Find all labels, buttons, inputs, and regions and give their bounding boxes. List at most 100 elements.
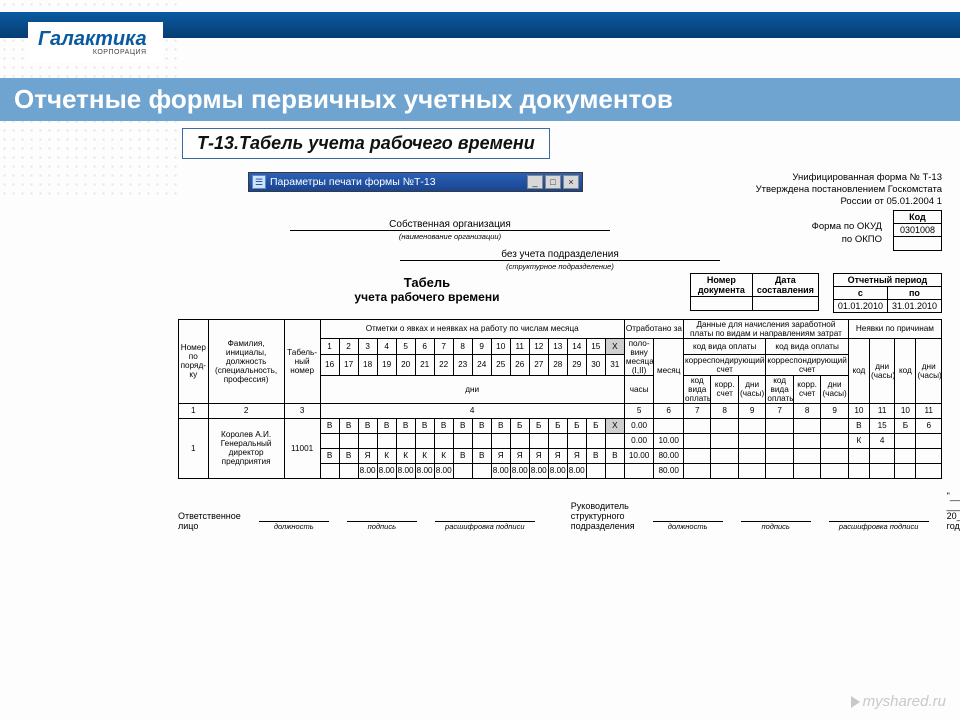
day-hdr: 26 [510,354,529,375]
cap-dec2: расшифровка подписи [839,522,918,531]
cell: 8.00 [529,463,548,478]
cell [396,433,415,448]
day-hdr: 3 [358,338,377,354]
colnum: 11 [869,403,894,418]
h-corr: корреспондирующий счет [684,354,766,375]
cell: Б [510,418,529,433]
okpo-label: по ОКПО [722,234,882,245]
cell: 8.00 [567,463,586,478]
cell [895,448,916,463]
cell [434,433,453,448]
h-tab: Табель-ный номер [284,319,320,403]
doc-title: Табель [178,275,676,290]
signatures: Ответственное лицо должность подпись рас… [178,491,942,531]
day-hdr: 15 [586,338,605,354]
period-from: 01.01.2010 [833,299,887,312]
h6c2: код вида оплаты [766,375,793,403]
emp-tab: 11001 [284,418,320,478]
h-pay: Данные для начисления заработной платы п… [684,319,849,338]
cell [821,433,849,448]
cell: 15 [869,418,894,433]
org-line: Собственная организация (наименование ор… [178,219,722,241]
okud-label: Форма по ОКУД [722,221,882,232]
cell: Я [529,448,548,463]
cell [916,463,942,478]
colnum: 7 [766,403,793,418]
dept-caption: (структурное подразделение) [506,262,614,271]
h-half: поло-вину месяца (I,II) [624,338,654,375]
day-hdr: 12 [529,338,548,354]
h6d: корр. счет [711,375,738,403]
cell [766,433,793,448]
cell [339,433,358,448]
cell: 80.00 [654,448,684,463]
cell: В [491,418,510,433]
cell [358,433,377,448]
max-button[interactable]: □ [545,175,561,189]
cell: К [396,448,415,463]
cell: 8.00 [396,463,415,478]
docnum-hdr: Номер документа [690,273,752,296]
day-hdr: 5 [396,338,415,354]
timesheet-table: Номер по поряд-ку Фамилия, инициалы, дол… [178,319,942,479]
cell [793,448,820,463]
sign-head-label: Руководитель структурного подразделения [571,501,635,531]
cell [916,448,942,463]
cell: Я [548,448,567,463]
h-month: месяц [654,338,684,403]
cell [586,463,605,478]
cell [339,463,358,478]
cell: 10.00 [624,448,654,463]
cell: Б [567,418,586,433]
min-button[interactable]: _ [527,175,543,189]
period-to-hdr: по [887,286,941,299]
cell: В [434,418,453,433]
day-hdr: 10 [491,338,510,354]
cell [711,418,738,433]
h6e: дни (часы) [738,375,765,403]
cell [415,433,434,448]
cell [684,433,711,448]
cell: К [434,448,453,463]
day-hdr: 16 [320,354,339,375]
cell [821,463,849,478]
cell: X [605,418,624,433]
cell: В [605,448,624,463]
cell [766,463,793,478]
cell [738,463,765,478]
h-name: Фамилия, инициалы, должность (специально… [208,319,284,403]
cell: В [358,418,377,433]
day-hdr: 25 [491,354,510,375]
cell: К [848,433,869,448]
cell [548,433,567,448]
day-hdr: 4 [377,338,396,354]
h6c: код вида оплаты [684,375,711,403]
org-caption: (наименование организации) [399,232,501,241]
h-num: Номер по поряд-ку [179,319,209,403]
cell: В [453,448,472,463]
docdate-val [752,296,818,310]
close-button[interactable]: × [563,175,579,189]
cell: Б [548,418,567,433]
cell [586,433,605,448]
period-table: Отчетный период с по 01.01.2010 31.01.20… [833,273,942,313]
day-hdr: 1 [320,338,339,354]
cell: 8.00 [415,463,434,478]
cell [684,448,711,463]
cell: В [586,448,605,463]
cap-sig2: подпись [761,522,789,531]
cap-dec1: расшифровка подписи [445,522,524,531]
cell: 0.00 [624,433,654,448]
cell [529,433,548,448]
emp-num: 1 [179,418,209,478]
cell: К [415,448,434,463]
cell: Б [529,418,548,433]
cell [605,433,624,448]
cell [472,433,491,448]
cell [453,433,472,448]
h-corr2: корреспондирующий счет [766,354,848,375]
day-hdr: 17 [339,354,358,375]
cell [766,418,793,433]
day-hdr: 2 [339,338,358,354]
logo-text: Галактика [38,28,147,51]
